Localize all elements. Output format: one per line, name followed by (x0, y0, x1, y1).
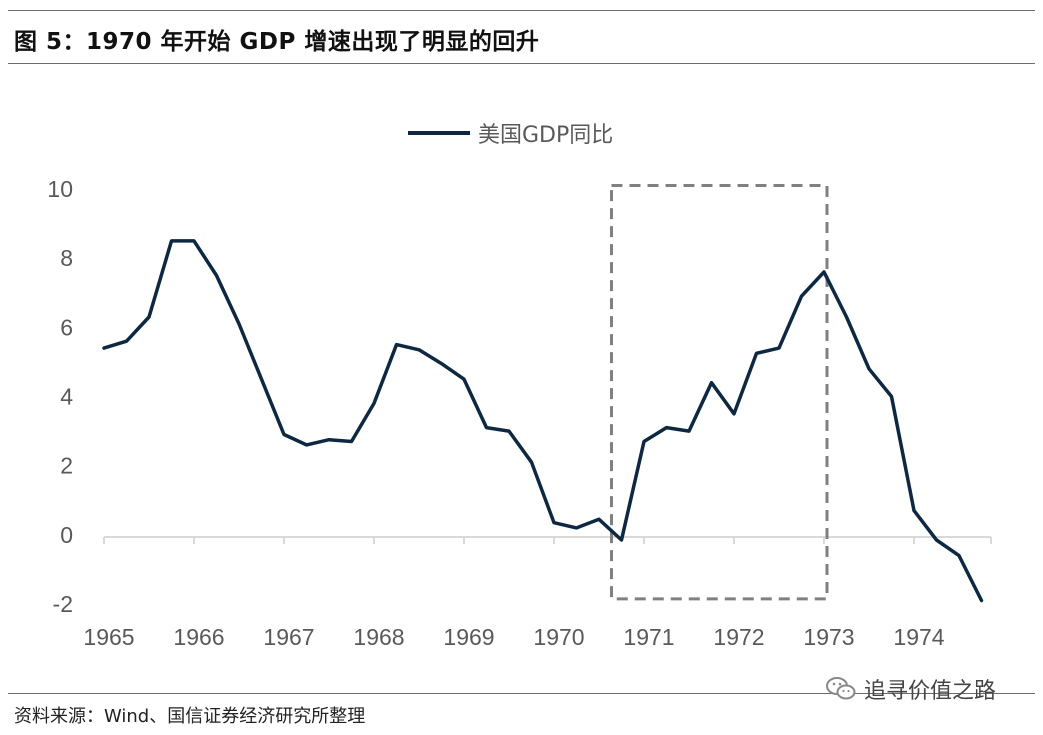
x-tick-label: 1969 (443, 624, 494, 650)
x-axis (103, 536, 992, 544)
x-tick-label: 1966 (173, 624, 224, 650)
wechat-icon (826, 677, 856, 700)
series-line (102, 239, 984, 603)
y-tick-label: 10 (47, 176, 73, 202)
legend-label: 美国GDP同比 (478, 123, 614, 148)
legend-swatch (408, 131, 470, 135)
x-tick-label: 1970 (533, 624, 584, 650)
y-tick-label: -2 (53, 591, 73, 617)
x-tick-label: 1973 (803, 624, 854, 650)
highlight-box (610, 184, 829, 601)
source-note: 资料来源：Wind、国信证券经济研究所整理 (14, 706, 366, 727)
y-axis-labels: -2 0 2 4 6 8 10 (47, 176, 73, 617)
highlight-box-group (610, 184, 829, 601)
bottom-rule (8, 693, 1035, 694)
series-group (102, 239, 984, 603)
chart-legend: 美国GDP同比 (408, 117, 613, 149)
figure-title: 图 5：1970 年开始 GDP 增速出现了明显的回升 (14, 29, 540, 55)
watermark-label: 追寻价值之路 (864, 679, 997, 704)
x-tick-label: 1972 (713, 624, 764, 650)
x-tick-label: 1968 (353, 624, 404, 650)
y-tick-label: 2 (60, 453, 73, 479)
title-rule (8, 63, 1035, 64)
top-rule (8, 10, 1035, 11)
x-tick-label: 1974 (893, 624, 944, 650)
y-tick-label: 4 (60, 384, 73, 410)
y-tick-label: 0 (60, 522, 73, 548)
y-tick-label: 6 (60, 314, 73, 340)
x-tick-label: 1965 (83, 624, 134, 650)
y-tick-label: 8 (60, 245, 73, 271)
x-tick-label: 1971 (623, 624, 674, 650)
watermark: 追寻价值之路 (826, 673, 996, 705)
x-axis-labels: 1965 1966 1967 1968 1969 1970 1971 1972 1973 1974 (83, 624, 944, 650)
x-tick-label: 1967 (263, 624, 314, 650)
